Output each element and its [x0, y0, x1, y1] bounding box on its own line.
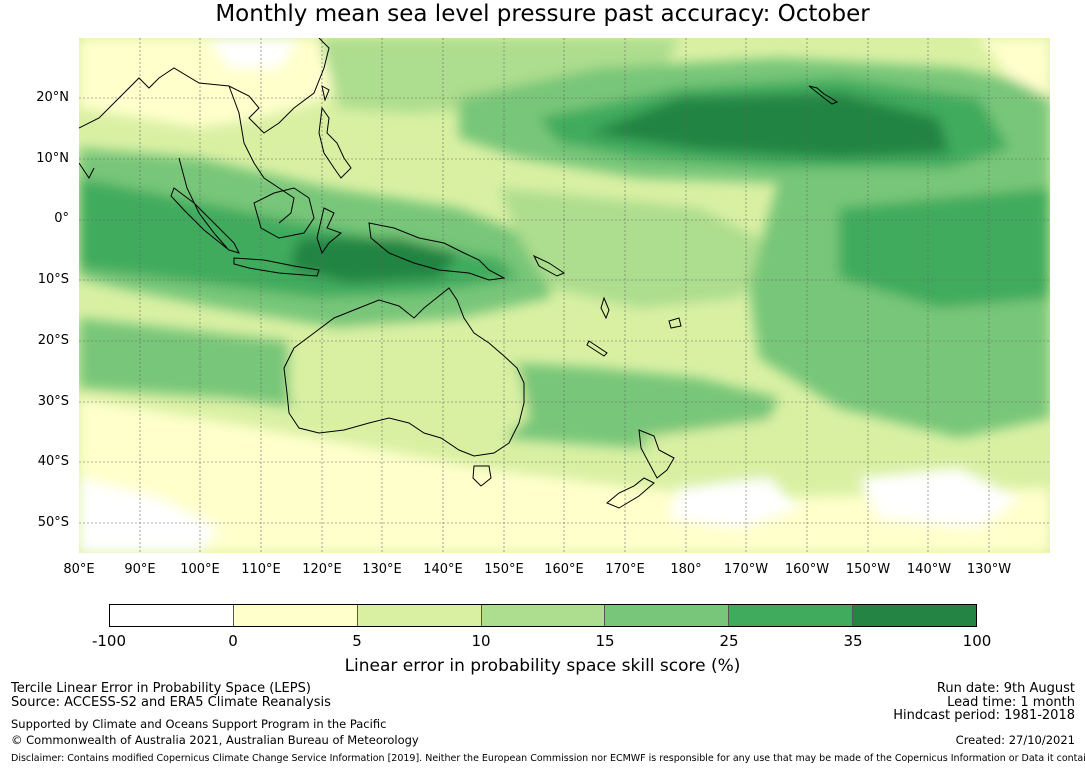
- coast-australia: [283, 287, 525, 457]
- lon-label-160e: 160°E: [544, 562, 584, 577]
- field-ne-corner: [979, 38, 1050, 98]
- colorbar-tick: 35: [843, 632, 863, 650]
- lat-label-10n: 10°N: [36, 151, 69, 166]
- colorbar-segment-0: [110, 605, 234, 626]
- coast-india: [79, 162, 95, 179]
- coast-vanuatu: [600, 296, 610, 320]
- gridlines: [79, 38, 1050, 553]
- skill-map: [79, 38, 1050, 553]
- colorbar-segment-4: [605, 605, 730, 626]
- lat-label-50s: 50°S: [37, 515, 69, 530]
- field-tasman-light: [639, 418, 859, 483]
- coast-sumatra: [170, 187, 240, 254]
- lon-label-150w: 150°W: [845, 562, 891, 577]
- lon-label-170w: 170°W: [723, 562, 769, 577]
- coast-fiji: [668, 317, 682, 329]
- coast-borneo: [253, 187, 315, 239]
- skill-field: [79, 38, 1050, 553]
- coast-hawaii: [808, 85, 839, 105]
- field-ne-peak: [589, 93, 949, 158]
- lon-label-90e: 90°E: [124, 562, 156, 577]
- lon-label-110e: 110°E: [241, 562, 281, 577]
- footer-run-date: Run date: 9th August: [936, 681, 1075, 696]
- colorbar-tick: 15: [595, 632, 615, 650]
- lon-label-130w: 130°W: [966, 562, 1012, 577]
- field-cpac-light: [499, 188, 779, 308]
- lon-label-140w: 140°W: [906, 562, 952, 577]
- coast-sulawesi: [316, 207, 342, 255]
- colorbar-segment-5: [729, 605, 854, 626]
- colorbar-segment-2: [357, 605, 482, 626]
- colorbar-segment-1: [233, 605, 358, 626]
- footer-created: Created: 27/10/2021: [955, 733, 1075, 747]
- colorbar-tick: 0: [228, 632, 238, 650]
- coast-philippines: [318, 106, 352, 179]
- coast-indochina: [228, 85, 295, 224]
- field-eq-peak: [289, 238, 459, 283]
- lon-label-170e: 170°E: [605, 562, 645, 577]
- disclaimer: Disclaimer: Contains modified Copernicus…: [11, 753, 1085, 764]
- lon-label-150e: 150°E: [484, 562, 524, 577]
- footer-hindcast: Hindcast period: 1981-2018: [893, 708, 1075, 723]
- lon-label-130e: 130°E: [362, 562, 402, 577]
- footer-lead-time: Lead time: 1 month: [947, 695, 1075, 710]
- field-white-nz: [669, 478, 799, 528]
- coast-nz-south: [606, 477, 655, 509]
- colorbar-label: Linear error in probability space skill …: [344, 656, 741, 676]
- coast-java: [233, 257, 320, 277]
- coast-asia: [79, 38, 330, 134]
- lat-label-10s: 10°S: [37, 272, 69, 287]
- lat-label-40s: 40°S: [37, 454, 69, 469]
- colorbar-tick: 10: [471, 632, 491, 650]
- coast-malay: [178, 157, 228, 249]
- colorbar-tick: 25: [719, 632, 739, 650]
- field-aus-interior: [289, 328, 529, 468]
- field-white-se: [859, 468, 1019, 528]
- coast-newguinea: [368, 222, 506, 281]
- lat-label-20n: 20°N: [36, 90, 69, 105]
- lon-label-120e: 120°E: [302, 562, 342, 577]
- map-title: Monthly mean sea level pressure past acc…: [215, 1, 870, 27]
- colorbar-tick: 5: [352, 632, 362, 650]
- lon-label-180: 180°: [670, 562, 702, 577]
- colorbar-segment-3: [481, 605, 606, 626]
- footer-support: Supported by Climate and Oceans Support …: [11, 717, 387, 731]
- lon-label-160w: 160°W: [784, 562, 830, 577]
- field-east-core: [839, 188, 1050, 308]
- footer-source: Source: ACCESS-S2 and ERA5 Climate Reana…: [11, 695, 331, 710]
- lon-label-100e: 100°E: [180, 562, 220, 577]
- footer-copyright: © Commonwealth of Australia 2021, Austra…: [11, 733, 419, 747]
- lat-label-30s: 30°S: [37, 394, 69, 409]
- field-white-sw: [79, 478, 219, 553]
- lon-label-80e: 80°E: [63, 562, 95, 577]
- colorbar-segment-6: [853, 605, 977, 626]
- field-white-nw: [209, 38, 299, 68]
- colorbar: [109, 604, 977, 627]
- footer-method: Tercile Linear Error in Probability Spac…: [11, 681, 311, 696]
- coastlines: [79, 38, 839, 509]
- skill-map-canvas: [79, 38, 1050, 553]
- lat-label-20s: 20°S: [37, 333, 69, 348]
- colorbar-tick: -100: [91, 632, 127, 650]
- lat-label-0: 0°: [54, 211, 69, 226]
- coast-solomons: [532, 254, 566, 277]
- colorbar-tick: 100: [962, 632, 992, 650]
- lon-label-140e: 140°E: [423, 562, 463, 577]
- coast-newcaledonia: [586, 340, 608, 357]
- coast-tasmania: [472, 465, 492, 487]
- coast-nz-north: [638, 429, 675, 479]
- coast-taiwan: [321, 85, 330, 102]
